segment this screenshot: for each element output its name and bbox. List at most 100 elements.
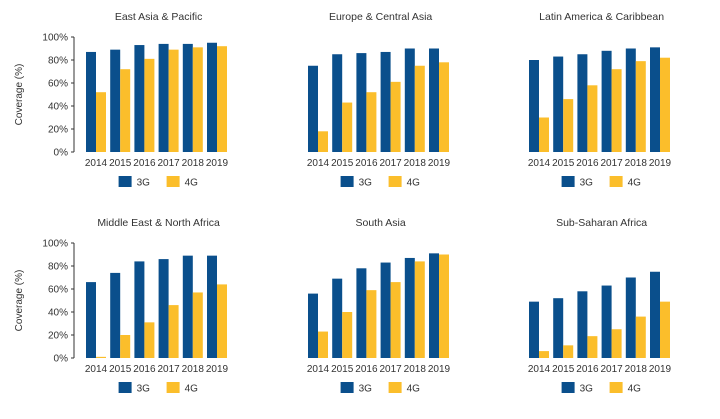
bar-4g-2018 (192, 47, 203, 152)
x-tick-label: 2014 (528, 364, 551, 375)
bar-3g-2014 (308, 293, 318, 358)
bar-3g-2019 (207, 255, 217, 358)
legend-label: 4G (628, 384, 642, 395)
bar-3g-2018 (625, 277, 636, 358)
chart-title: Europe & Central Asia (329, 11, 432, 23)
bar-3g-2018 (404, 48, 415, 152)
x-tick-label: 2018 (404, 364, 427, 375)
bar-4g-2016 (587, 336, 598, 358)
x-tick-label: 2014 (85, 158, 108, 169)
bar-4g-2018 (414, 261, 425, 358)
bar-4g-2018 (414, 65, 425, 152)
bar-4g-2018 (635, 316, 646, 358)
legend-swatch-3g (118, 382, 132, 393)
legend-label: 4G (407, 384, 421, 395)
legend-label: 4G (407, 178, 421, 189)
bar-3g-2017 (601, 285, 612, 358)
bar-3g-2015 (553, 56, 564, 152)
bar-3g-2016 (134, 261, 145, 358)
bar-4g-2016 (144, 58, 155, 152)
legend-swatch-4g (166, 176, 180, 187)
bar-4g-2019 (217, 46, 227, 153)
bar-3g-2014 (86, 282, 96, 358)
legend-swatch-4g (609, 382, 623, 393)
x-tick-label: 2019 (206, 364, 229, 375)
bar-3g-2017 (380, 51, 391, 153)
bar-3g-2014 (529, 301, 539, 358)
x-tick-label: 2017 (157, 158, 180, 169)
legend-swatch-3g (118, 176, 132, 187)
bar-3g-2014 (529, 60, 539, 152)
x-tick-label: 2015 (552, 158, 575, 169)
bar-4g-2014 (96, 356, 106, 358)
bar-4g-2017 (390, 282, 401, 358)
bar-4g-2015 (563, 99, 574, 152)
x-tick-label: 2014 (85, 364, 108, 375)
legend-swatch-4g (166, 382, 180, 393)
legend-label: 3G (137, 384, 151, 395)
bar-3g-2015 (110, 272, 121, 358)
bar-4g-2017 (611, 329, 622, 358)
y-axis-label: Coverage (%) (14, 64, 25, 126)
x-tick-label: 2018 (182, 364, 205, 375)
bar-4g-2016 (144, 322, 155, 358)
bar-3g-2019 (650, 47, 660, 152)
legend-swatch-4g (388, 382, 402, 393)
x-tick-label: 2017 (379, 158, 402, 169)
bar-4g-2017 (168, 49, 179, 152)
y-tick-label: 80% (48, 56, 68, 67)
y-tick-label: 0% (54, 148, 69, 159)
bar-3g-2019 (429, 253, 439, 358)
bar-4g-2014 (539, 117, 549, 152)
legend-swatch-4g (609, 176, 623, 187)
x-tick-label: 2018 (625, 364, 648, 375)
bar-4g-2015 (563, 345, 574, 358)
bar-4g-2019 (439, 62, 449, 152)
x-tick-label: 2016 (576, 364, 599, 375)
y-tick-label: 40% (48, 308, 68, 319)
bar-4g-2018 (192, 292, 203, 358)
bar-3g-2017 (601, 50, 612, 152)
legend-label: 3G (580, 384, 594, 395)
x-tick-label: 2016 (133, 364, 156, 375)
bar-4g-2017 (390, 81, 401, 152)
x-tick-label: 2018 (625, 158, 648, 169)
bar-3g-2017 (158, 259, 169, 358)
bar-3g-2016 (356, 268, 367, 358)
bar-3g-2016 (577, 291, 588, 358)
bar-4g-2014 (318, 331, 328, 358)
legend-label: 4G (185, 178, 199, 189)
x-tick-label: 2014 (307, 364, 330, 375)
bar-3g-2019 (650, 271, 660, 358)
x-tick-label: 2017 (600, 158, 623, 169)
bar-4g-2016 (587, 85, 598, 152)
y-tick-label: 20% (48, 125, 68, 136)
bar-4g-2017 (611, 69, 622, 152)
legend-swatch-3g (561, 176, 575, 187)
bar-3g-2014 (308, 65, 318, 152)
x-tick-label: 2018 (404, 158, 427, 169)
bar-4g-2016 (366, 92, 377, 152)
legend-label: 4G (628, 178, 642, 189)
bar-4g-2014 (539, 351, 549, 358)
bar-4g-2016 (366, 290, 377, 358)
legend-swatch-3g (340, 176, 354, 187)
bar-4g-2018 (635, 61, 646, 152)
chart-title: South Asia (355, 217, 405, 229)
legend-label: 3G (359, 384, 373, 395)
bar-4g-2015 (120, 69, 131, 152)
bar-4g-2019 (439, 254, 449, 358)
y-axis-label: Coverage (%) (14, 270, 25, 332)
bar-3g-2018 (182, 43, 193, 152)
bar-3g-2016 (134, 45, 145, 152)
bar-3g-2015 (332, 278, 343, 358)
chart-title: Sub-Saharan Africa (556, 217, 647, 229)
x-tick-label: 2018 (182, 158, 205, 169)
bar-3g-2015 (332, 54, 343, 152)
x-tick-label: 2015 (109, 158, 132, 169)
legend-label: 3G (137, 178, 151, 189)
chart-title: Middle East & North Africa (97, 217, 220, 229)
bar-3g-2018 (182, 255, 193, 358)
x-tick-label: 2016 (133, 158, 156, 169)
